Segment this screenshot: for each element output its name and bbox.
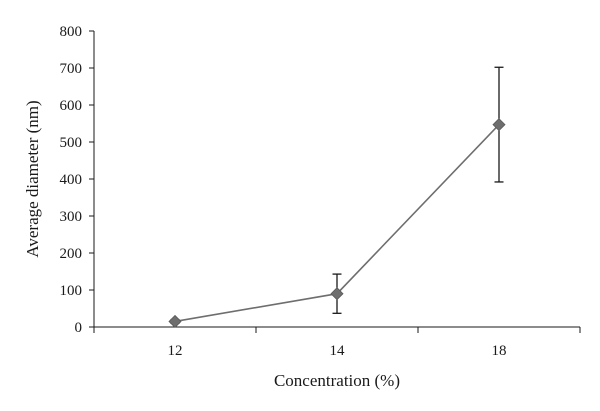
y-tick-label: 0 bbox=[75, 320, 83, 336]
y-tick-label: 700 bbox=[60, 61, 83, 77]
data-point-marker bbox=[168, 314, 182, 329]
x-tick-label: 18 bbox=[492, 343, 507, 359]
y-axis-title: Average diameter (nm) bbox=[23, 100, 42, 257]
y-tick-label: 400 bbox=[60, 172, 83, 188]
x-tick-label: 14 bbox=[330, 343, 346, 359]
plot-area bbox=[168, 66, 506, 329]
y-axis-ticks: 0 100 200 300 400 500 600 700 800 bbox=[60, 24, 94, 336]
y-tick-label: 600 bbox=[60, 98, 83, 114]
data-point-marker bbox=[492, 118, 506, 132]
y-tick-label: 300 bbox=[60, 209, 83, 225]
y-tick-label: 100 bbox=[60, 283, 83, 299]
x-axis-ticks: 12 14 18 bbox=[93, 327, 581, 359]
y-tick-label: 200 bbox=[60, 246, 83, 262]
x-axis-title: Concentration (%) bbox=[274, 371, 400, 390]
y-tick-label: 500 bbox=[60, 135, 83, 151]
x-tick-label: 12 bbox=[168, 343, 183, 359]
y-tick-label: 800 bbox=[60, 24, 83, 40]
data-point-marker bbox=[330, 287, 344, 301]
